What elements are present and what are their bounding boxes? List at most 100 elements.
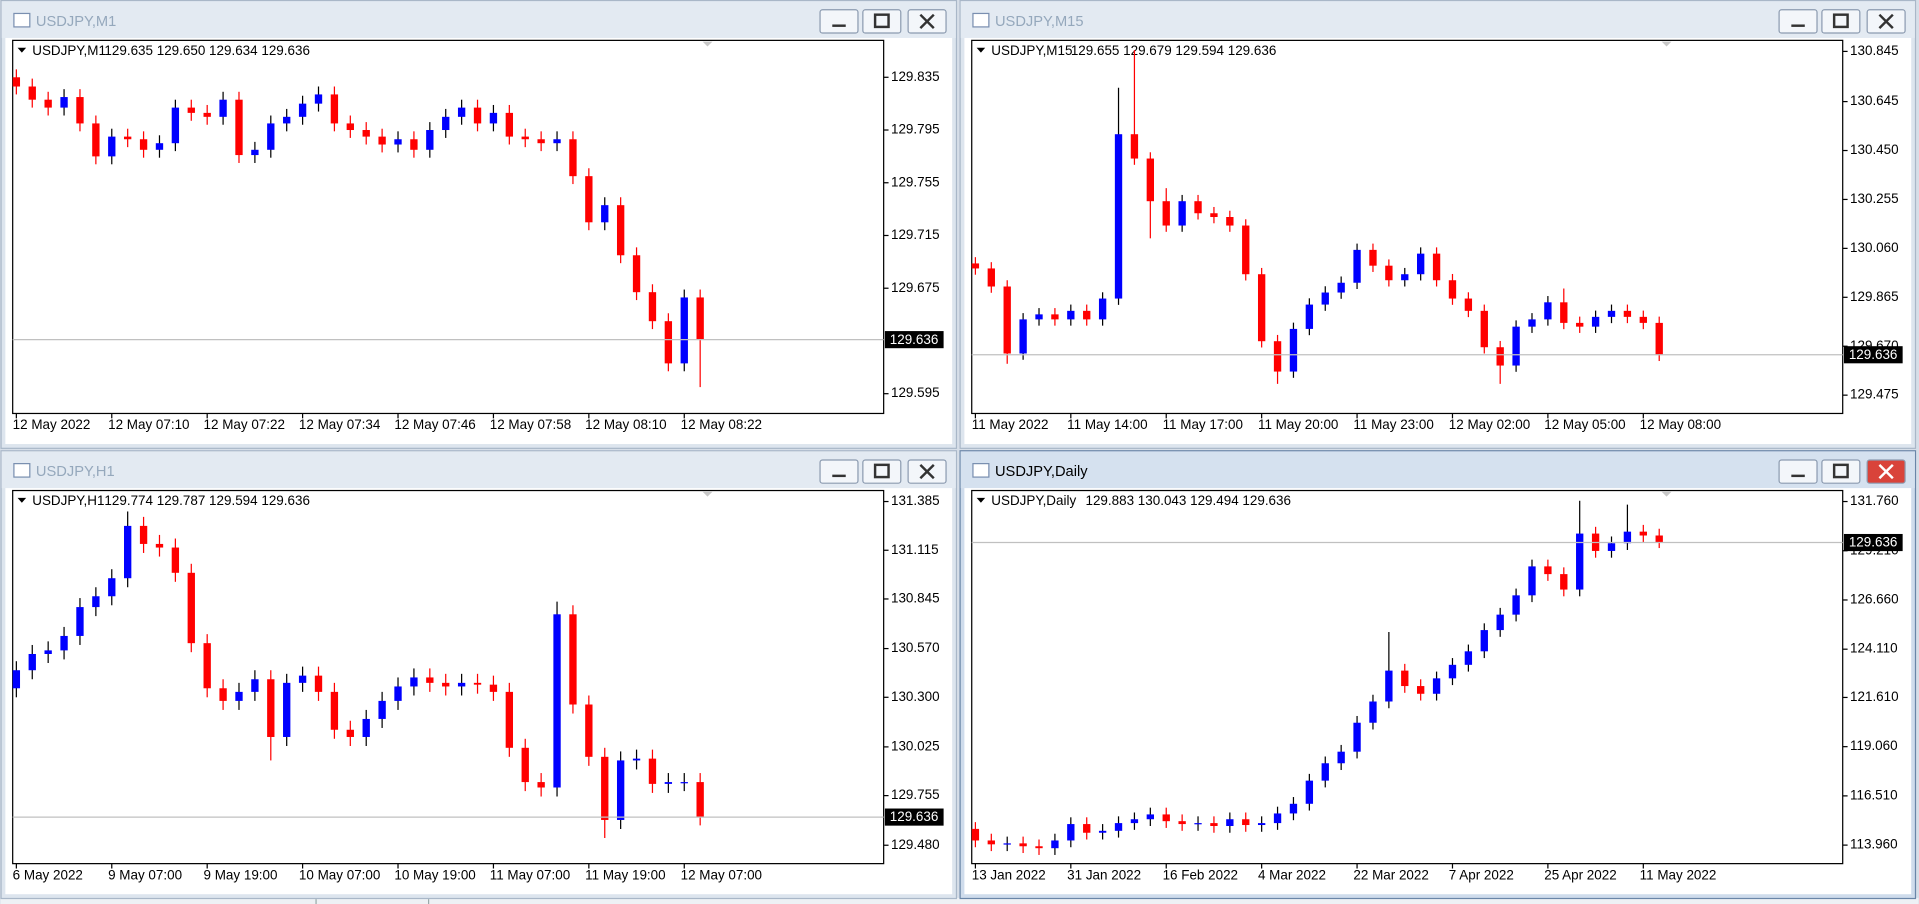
- candle-body: [330, 94, 339, 124]
- maximize-button[interactable]: [1821, 459, 1861, 484]
- candle-body: [28, 653, 36, 671]
- maximize-button[interactable]: [862, 9, 902, 34]
- chart-symbol: USDJPY,Daily: [991, 493, 1076, 508]
- candle-body: [108, 136, 116, 157]
- maximize-button[interactable]: [1821, 9, 1861, 34]
- candle-body: [1226, 217, 1234, 226]
- candle-body: [410, 139, 418, 150]
- candle-body: [124, 525, 132, 579]
- y-tick-label: 129.795: [891, 122, 940, 137]
- candle-body: [267, 123, 275, 150]
- candle-body: [1114, 823, 1123, 831]
- minimize-button[interactable]: [819, 459, 859, 484]
- candle-body: [632, 758, 641, 761]
- maximize-button[interactable]: [862, 459, 902, 484]
- plot-frame: [971, 39, 1844, 415]
- candle-body: [235, 99, 243, 156]
- candle-body: [362, 130, 370, 137]
- menu-arrow: [17, 47, 27, 53]
- candle-body: [569, 614, 577, 705]
- candle-body: [521, 136, 529, 140]
- x-tick-label: 10 May 07:00: [299, 867, 380, 882]
- ohlc-info: 129.655 129.679 129.594 129.636: [1071, 43, 1277, 58]
- candle-body: [1194, 823, 1202, 825]
- candle-body: [28, 86, 36, 100]
- candle-body: [1035, 846, 1043, 849]
- maximize-glyph: [1832, 13, 1849, 29]
- candle-body: [139, 139, 148, 150]
- x-tick-label: 11 May 17:00: [1163, 417, 1243, 432]
- candle-body: [585, 704, 593, 757]
- candle-body: [601, 205, 609, 223]
- candle-body: [442, 682, 450, 687]
- price-label: 129.636: [890, 332, 939, 347]
- candle-body: [92, 596, 100, 608]
- candle-body: [537, 139, 545, 144]
- candle-body: [489, 684, 498, 692]
- y-tick-label: 113.960: [1850, 837, 1898, 852]
- candle-body: [473, 107, 482, 124]
- candle-body: [1083, 310, 1091, 320]
- x-tick-label: 7 Apr 2022: [1449, 867, 1514, 882]
- candle-body: [1178, 201, 1186, 226]
- candle-body: [1401, 274, 1409, 281]
- candle-body: [1560, 574, 1568, 590]
- candle-body: [1369, 701, 1377, 723]
- candle-body: [394, 139, 402, 145]
- candle-body: [569, 139, 577, 177]
- window-icon: [13, 463, 31, 478]
- y-tick-label: 129.835: [891, 69, 940, 84]
- candle-body: [1257, 274, 1266, 342]
- candle-body: [1194, 201, 1202, 214]
- candle-body: [283, 116, 291, 124]
- y-tick-label: 130.845: [891, 591, 940, 606]
- candle-body: [1162, 201, 1170, 226]
- x-tick-label: 13 Jan 2022: [972, 867, 1046, 882]
- y-tick-label: 126.660: [1850, 592, 1899, 607]
- candle-body: [457, 107, 466, 117]
- candle-body: [1130, 134, 1139, 159]
- candle-body: [60, 97, 68, 108]
- x-tick-label: 16 Feb 2022: [1163, 867, 1238, 882]
- minimize-button[interactable]: [1778, 9, 1818, 34]
- candle-body: [394, 686, 402, 701]
- ohlc-info: 129.774 129.787 129.594 129.636: [104, 493, 309, 508]
- candle-body: [1289, 328, 1298, 372]
- y-tick-label: 130.300: [891, 689, 940, 704]
- window-title: USDJPY,H1: [36, 464, 115, 480]
- candle-body: [44, 650, 52, 654]
- candle-body: [1242, 225, 1250, 275]
- ohlc-info: 129.635 129.650 129.634 129.636: [104, 43, 309, 58]
- candle-body: [680, 297, 688, 364]
- y-tick-label: 130.450: [1850, 142, 1899, 157]
- y-tick-label: 129.595: [891, 385, 940, 400]
- candle-body: [298, 675, 307, 683]
- close-glyph: [919, 463, 935, 480]
- candle-body: [696, 297, 704, 340]
- candle-body: [648, 292, 657, 322]
- candle-body: [521, 747, 529, 783]
- candle-body: [314, 675, 323, 692]
- y-tick-label: 119.060: [1850, 738, 1898, 753]
- candle-body: [1417, 686, 1425, 694]
- minimize-button[interactable]: [1778, 459, 1818, 484]
- candle-body: [1417, 253, 1425, 275]
- candle-body: [426, 677, 434, 683]
- price-label-bg: [1843, 346, 1903, 364]
- candle-body: [1576, 533, 1584, 590]
- menu-arrow: [976, 47, 986, 53]
- candle-body: [1305, 780, 1314, 804]
- minimize-button[interactable]: [819, 9, 859, 34]
- candle-body: [1305, 304, 1314, 329]
- close-glyph: [1878, 463, 1894, 480]
- candle-body: [251, 149, 259, 156]
- x-tick-label: 12 May 07:10: [108, 417, 189, 432]
- candle-body: [1146, 158, 1155, 202]
- candle-body: [314, 94, 323, 104]
- candle-body: [1273, 341, 1282, 372]
- candle-body: [648, 758, 657, 784]
- candle-body: [346, 123, 354, 131]
- y-tick-label: 130.645: [1850, 93, 1899, 108]
- candle-body: [1512, 595, 1520, 615]
